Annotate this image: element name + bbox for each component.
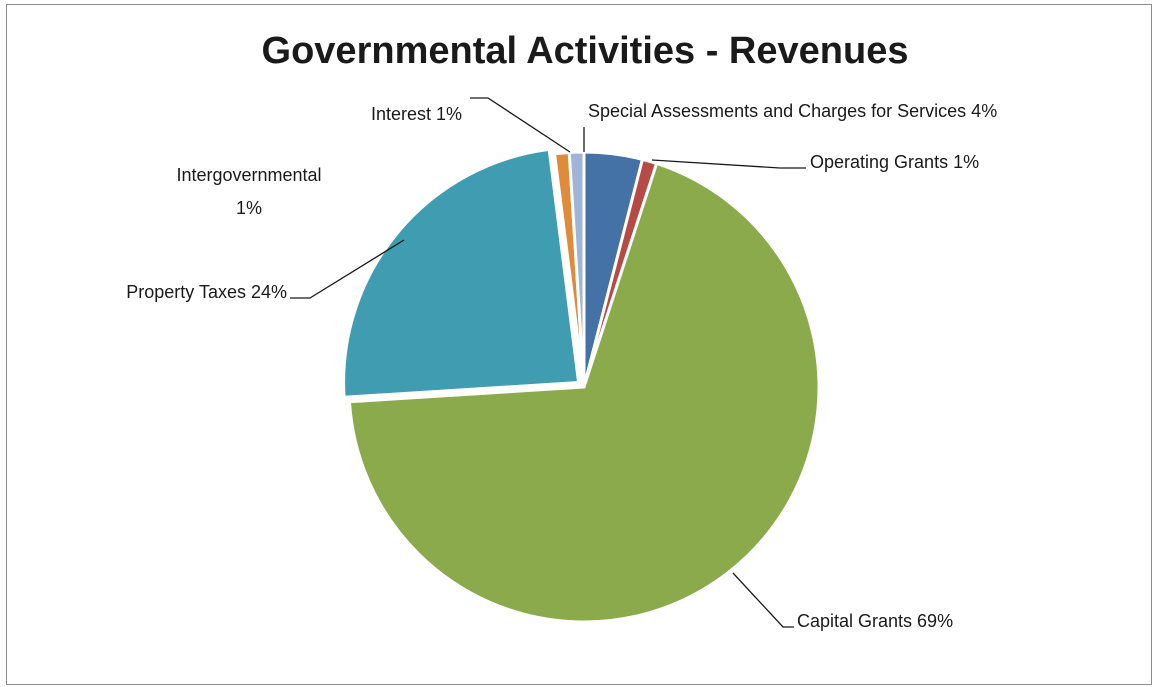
leader-line [651, 159, 806, 169]
data-label: Interest 1% [371, 104, 462, 124]
pie-slice-property-taxes [342, 147, 581, 399]
data-label: Intergovernmental [176, 165, 321, 185]
data-label: Operating Grants 1% [810, 152, 979, 172]
data-label: Capital Grants 69% [797, 611, 953, 631]
data-label: 1% [236, 198, 262, 218]
data-label: Property Taxes 24% [126, 282, 287, 302]
leader-line [732, 572, 794, 628]
leader-line [470, 97, 571, 153]
pie-slice-capital-grants [347, 162, 821, 624]
data-label: Special Assessments and Charges for Serv… [588, 101, 997, 121]
leader-line [290, 239, 405, 299]
chart-title: Governmental Activities - Revenues [261, 30, 909, 72]
